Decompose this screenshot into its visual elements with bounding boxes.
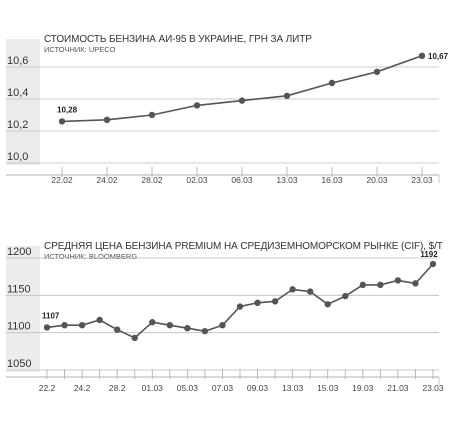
chart2-data-point [359,281,367,289]
chart2-data-point [412,280,419,287]
chart1-source: ИСТОЧНИК: UPECO [44,45,116,54]
chart1-data-label: 10,67 [428,52,449,61]
chart2-data-point [61,322,68,329]
chart1-series-line [61,55,423,123]
chart1-x-tick-label: 02.03 [186,175,208,185]
chart1-x-tick-label: 24.02 [96,175,118,185]
chart2-data-point [271,298,279,305]
chart1-x-tick-label: 22.02 [51,175,73,185]
chart1-data-point [58,118,66,125]
chart1-x-tick-label: 16.03 [321,175,343,185]
chart2-ytick-label: 1100 [7,321,31,333]
chart2-source: ИСТОЧНИК: BLOOMBERG [44,252,137,261]
chart1-data-label: 10,28 [57,105,78,114]
chart2-x-tick-label: 15.03 [317,383,339,393]
chart2-x-tick-label: 24.2 [74,383,91,393]
chart2-data-point [377,281,384,289]
chart2-x-tick-label: 19.03 [352,383,374,393]
chart2-data-point [131,334,138,342]
chart1-data-point [103,116,111,124]
chart1-ytick-band [6,39,40,165]
chart2-ytick-label: 1200 [7,246,31,258]
chart2-data-point [201,327,209,335]
chart1-data-point [418,52,426,59]
chart1-x-tick-label: 28.02 [141,175,163,185]
chart1-ytick-label: 10,0 [7,151,28,163]
chart1-x-tick-label: 20.03 [366,175,388,185]
chart2-x-tick-label: 05.03 [177,383,199,393]
chart2-data-point [342,292,349,300]
chart2-data-point [306,288,314,295]
chart2-x-tick-label: 09.03 [247,383,269,393]
chart1-x-tick-label: 13.03 [276,175,298,185]
chart2-x-tick-label: 22.2 [39,383,56,393]
chart2-data-point [184,324,191,332]
chart2-data-point [78,322,86,329]
chart2-x-tick-label: 21.03 [387,383,409,393]
chart2-data-point [149,319,156,326]
chart2-data-point [254,299,261,306]
chart-mediterranean-premium-price: СРЕДНЯЯ ЦЕНА БЕНЗИНА PREMIUM НА СРЕДИЗЕМ… [6,241,444,393]
chart2-data-point [43,324,51,331]
chart1-title: СТОИМОСТЬ БЕНЗИНА АИ-95 В УКРАИНЕ, ГРН З… [44,34,312,45]
chart1-data-point [373,68,381,76]
chart2-x-tick-label: 13.03 [282,383,304,393]
chart1-x-tick-label: 23.03 [411,175,433,185]
chart2-data-point [113,326,121,333]
chart2-x-tick-label: 01.03 [142,383,164,393]
chart2-ytick-band [6,246,40,372]
chart1-ytick-label: 10,4 [7,87,28,99]
chart1-ytick-label: 10,2 [7,119,28,131]
chart2-data-point [236,303,244,310]
chart2-data-point [289,286,296,293]
chart1-data-point [193,102,201,109]
chart1-data-point [238,97,246,104]
chart2-x-tick-label: 28.2 [109,383,126,393]
chart2-x-tick-label: 07.03 [212,383,234,393]
chart1-data-point [328,79,336,87]
chart1-x-tick-label: 06.03 [231,175,253,185]
chart1-data-point [148,111,156,119]
chart2-title: СРЕДНЯЯ ЦЕНА БЕНЗИНА PREMIUM НА СРЕДИЗЕМ… [44,241,443,252]
chart2-data-point [394,277,402,284]
chart2-data-point [96,316,103,324]
chart2-data-point [324,301,331,308]
chart2-data-label: 1107 [42,311,60,320]
chart1-data-point [283,92,291,100]
chart2-data-point [219,322,226,329]
chart2-data-point [166,322,174,329]
chart1-ytick-label: 10,6 [7,55,28,67]
chart2-series-line [46,263,434,339]
chart2-x-tick-label: 23.03 [422,383,444,393]
chart2-ytick-label: 1050 [7,358,31,370]
chart2-ytick-label: 1150 [7,283,31,295]
chart-ukraine-fuel-price: СТОИМОСТЬ БЕНЗИНА АИ-95 В УКРАИНЕ, ГРН З… [6,34,449,185]
chart2-data-point [429,260,437,268]
chart2-data-label: 1192 [420,250,438,259]
